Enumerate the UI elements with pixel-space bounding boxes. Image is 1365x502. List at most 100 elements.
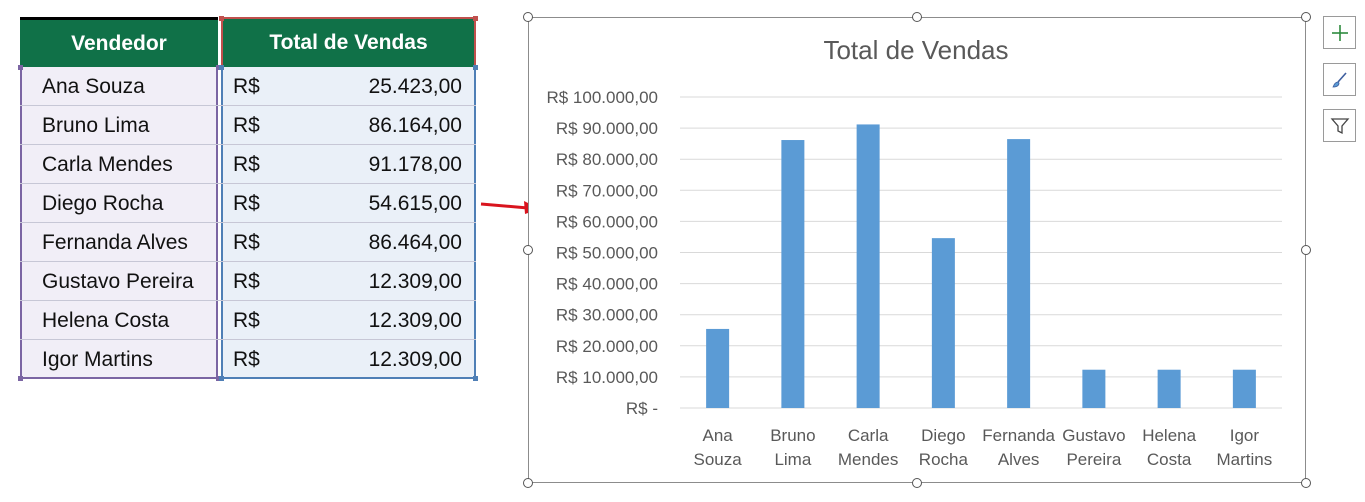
bar [1232, 369, 1256, 408]
header-vendedor[interactable]: Vendedor [20, 17, 218, 67]
range-handle[interactable] [216, 376, 221, 381]
sales-table: Vendedor Total de Vendas Ana Souza R$ 25.4… [18, 16, 478, 381]
vendedor-cell[interactable]: Carla Mendes [42, 153, 173, 176]
x-tick-label: Bruno [770, 426, 815, 445]
x-tick-label: Pereira [1066, 450, 1121, 469]
range-handle[interactable] [18, 376, 23, 381]
table-row[interactable]: Diego Rocha R$ 54.615,00 [20, 184, 476, 223]
x-tick-label: Igor [1230, 426, 1260, 445]
bar [1157, 369, 1181, 408]
x-tick-label: Carla [848, 426, 889, 445]
x-tick-label: Rocha [919, 450, 969, 469]
total-vendas-cell[interactable]: 86.164,00 [368, 114, 462, 137]
resize-handle-right[interactable] [1301, 245, 1311, 255]
plus-icon [1331, 24, 1348, 41]
table-row[interactable]: Carla Mendes R$ 91.178,00 [20, 145, 476, 184]
resize-handle-left[interactable] [523, 245, 533, 255]
currency-symbol: R$ [233, 192, 260, 215]
table-row[interactable]: Gustavo Pereira R$ 12.309,00 [20, 262, 476, 301]
chart-styles-button[interactable] [1323, 63, 1356, 96]
bar [706, 328, 730, 408]
resize-handle-top-left[interactable] [523, 12, 533, 22]
row-divider [20, 300, 476, 301]
bar [856, 124, 880, 409]
total-vendas-cell[interactable]: 12.309,00 [368, 309, 462, 332]
bar-chart[interactable]: Total de Vendas R$ - R$ 10.000,00 R$ 20.00… [528, 17, 1306, 483]
y-tick-label: R$ 70.000,00 [556, 181, 658, 200]
bar [781, 140, 805, 408]
x-tick-label: Alves [998, 450, 1040, 469]
x-tick-label: Souza [694, 450, 743, 469]
currency-symbol: R$ [233, 153, 260, 176]
vendedor-cell[interactable]: Igor Martins [42, 348, 153, 371]
x-tick-label: Ana [703, 426, 734, 445]
total-vendas-cell[interactable]: 54.615,00 [368, 192, 462, 215]
y-tick-label: R$ - [626, 399, 658, 418]
resize-handle-bottom-left[interactable] [523, 478, 533, 488]
total-vendas-cell[interactable]: 12.309,00 [368, 348, 462, 371]
y-tick-label: R$ 10.000,00 [556, 368, 658, 387]
x-tick-label: Helena [1142, 426, 1196, 445]
range-handle[interactable] [18, 65, 23, 70]
currency-symbol: R$ [233, 309, 260, 332]
resize-handle-top-right[interactable] [1301, 12, 1311, 22]
y-tick-label: R$ 20.000,00 [556, 337, 658, 356]
bar [931, 238, 955, 408]
chart-title[interactable]: Total de Vendas [823, 35, 1008, 65]
x-tick-label: Lima [774, 450, 811, 469]
vendedor-cell[interactable]: Bruno Lima [42, 114, 150, 137]
y-tick-label: R$ 90.000,00 [556, 119, 658, 138]
range-handle[interactable] [219, 376, 224, 381]
header-total-de-vendas[interactable]: Total de Vendas [221, 17, 476, 67]
currency-symbol: R$ [233, 75, 260, 98]
chart-filters-button[interactable] [1323, 109, 1356, 142]
row-divider [20, 222, 476, 223]
y-axis-labels: R$ - R$ 10.000,00 R$ 20.000,00 R$ 30.000,00… [546, 88, 658, 418]
y-tick-label: R$ 60.000,00 [556, 212, 658, 231]
resize-handle-bottom[interactable] [912, 478, 922, 488]
x-tick-label: Diego [921, 426, 965, 445]
total-vendas-cell[interactable]: 25.423,00 [368, 75, 462, 98]
currency-symbol: R$ [233, 114, 260, 137]
range-handle[interactable] [219, 65, 224, 70]
range-handle[interactable] [473, 376, 478, 381]
x-axis-labels: Ana Souza Bruno Lima Carla Mendes Diego Rocha Fe… [694, 426, 1273, 469]
chart-elements-button[interactable] [1323, 16, 1356, 49]
resize-handle-top[interactable] [912, 12, 922, 22]
row-divider [20, 144, 476, 145]
vendedor-cell[interactable]: Helena Costa [42, 309, 170, 332]
x-tick-label: Costa [1147, 450, 1192, 469]
range-handle[interactable] [473, 16, 478, 21]
total-column-range[interactable] [221, 67, 476, 379]
vendedor-cell[interactable]: Ana Souza [42, 75, 145, 98]
vendedor-cell[interactable]: Gustavo Pereira [42, 270, 194, 293]
range-handle[interactable] [219, 16, 224, 21]
y-tick-label: R$ 30.000,00 [556, 306, 658, 325]
x-tick-label: Fernanda [982, 426, 1055, 445]
total-vendas-cell[interactable]: 86.464,00 [368, 231, 462, 254]
currency-symbol: R$ [233, 348, 260, 371]
total-vendas-cell[interactable]: 12.309,00 [368, 270, 462, 293]
y-tick-label: R$ 40.000,00 [556, 275, 658, 294]
row-divider [20, 183, 476, 184]
vendedor-column-range[interactable] [20, 67, 218, 379]
table-row[interactable]: Helena Costa R$ 12.309,00 [20, 301, 476, 340]
range-handle[interactable] [473, 65, 478, 70]
table-row[interactable]: Bruno Lima R$ 86.164,00 [20, 106, 476, 145]
x-tick-label: Mendes [838, 450, 898, 469]
table-row[interactable]: Ana Souza R$ 25.423,00 [20, 67, 476, 106]
brush-icon [1331, 71, 1347, 87]
vendedor-cell[interactable]: Diego Rocha [42, 192, 164, 215]
row-divider [20, 261, 476, 262]
table-row[interactable]: Igor Martins R$ 12.309,00 [20, 340, 476, 379]
resize-handle-bottom-right[interactable] [1301, 478, 1311, 488]
table-row[interactable]: Fernanda Alves R$ 86.464,00 [20, 223, 476, 262]
total-vendas-cell[interactable]: 91.178,00 [368, 153, 462, 176]
bar [1007, 139, 1031, 408]
bars [706, 124, 1256, 409]
y-tick-label: R$ 100.000,00 [546, 88, 658, 107]
vendedor-cell[interactable]: Fernanda Alves [42, 231, 188, 254]
range-handle[interactable] [216, 65, 221, 70]
y-tick-label: R$ 50.000,00 [556, 244, 658, 263]
currency-symbol: R$ [233, 231, 260, 254]
